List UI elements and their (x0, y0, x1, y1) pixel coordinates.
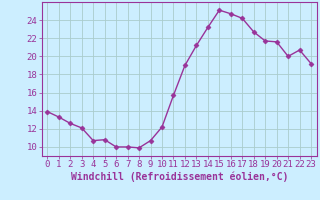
X-axis label: Windchill (Refroidissement éolien,°C): Windchill (Refroidissement éolien,°C) (70, 172, 288, 182)
